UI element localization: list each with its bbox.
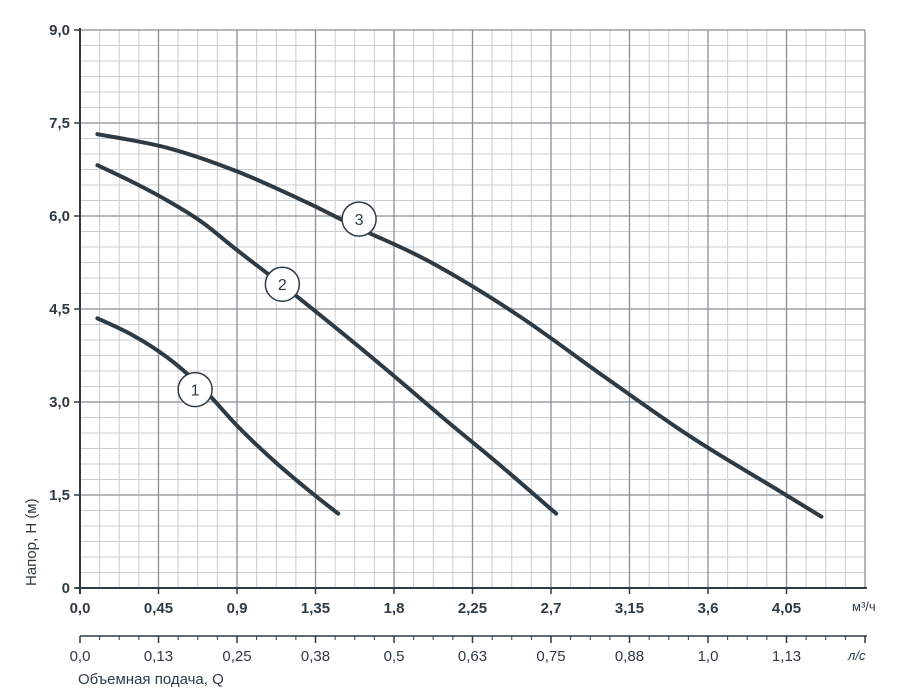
y-tick-label: 1,5 (49, 487, 70, 504)
x-tick-label: 3,15 (615, 600, 644, 617)
x2-tick-label: 0,63 (458, 648, 487, 665)
curve-2-marker (264, 266, 301, 302)
x-axis-label: Объемная подача, Q (78, 671, 224, 688)
x2-unit-label: л/с (847, 648, 866, 663)
x2-tick-label: 0,5 (384, 648, 405, 665)
curve-1-label: 1 (191, 383, 200, 400)
curve-2-label: 2 (278, 277, 287, 294)
x2-tick-label: 0,13 (144, 648, 173, 665)
curve-1-marker (177, 371, 213, 408)
x-tick-label: 1,8 (384, 600, 405, 617)
x-tick-label: 0,45 (144, 600, 173, 617)
y-axis-label: Напор, H (м) (23, 498, 40, 586)
x2-tick-label: 1,13 (772, 648, 801, 665)
curve-3-label: 3 (355, 212, 364, 229)
curve-2-line (95, 163, 559, 516)
x2-tick-label: 1,0 (698, 648, 719, 665)
tick-labels: 0 1,5 3,0 4,5 6,0 7,5 9,0 0,0 0,45 0,9 1,35 1,8 2,25… (49, 22, 866, 665)
x2-tick-label: 0,25 (222, 648, 251, 665)
x-tick-label: 1,35 (301, 600, 330, 617)
axes (76, 28, 867, 637)
curves: 1 2 3 (95, 132, 824, 519)
x-tick-label: 4,05 (772, 600, 801, 617)
x2-tick-label: 0,0 (70, 648, 91, 665)
curve-1-line (95, 316, 341, 516)
x-tick-label: 0,0 (70, 600, 91, 617)
y-tick-label: 7,5 (49, 115, 70, 132)
curve-3-marker (341, 201, 377, 237)
x-unit-label: м³/ч (852, 599, 876, 614)
y-tick-label: 3,0 (49, 394, 70, 411)
x2-tick-label: 0,38 (301, 648, 330, 665)
curve-3-line (95, 132, 824, 519)
major-grid (80, 29, 866, 588)
y-tick-label: 4,5 (49, 301, 70, 318)
x-tick-label: 0,9 (227, 600, 248, 617)
y-tick-label: 9,0 (49, 22, 70, 39)
y-tick-label: 0 (62, 580, 70, 597)
y-tick-label: 6,0 (49, 208, 70, 225)
x-tick-label: 3,6 (698, 600, 719, 617)
x-tick-label: 2,25 (458, 600, 487, 617)
x2-tick-label: 0,75 (536, 648, 565, 665)
x2-tick-label: 0,88 (615, 648, 644, 665)
x-tick-label: 2,7 (541, 600, 562, 617)
